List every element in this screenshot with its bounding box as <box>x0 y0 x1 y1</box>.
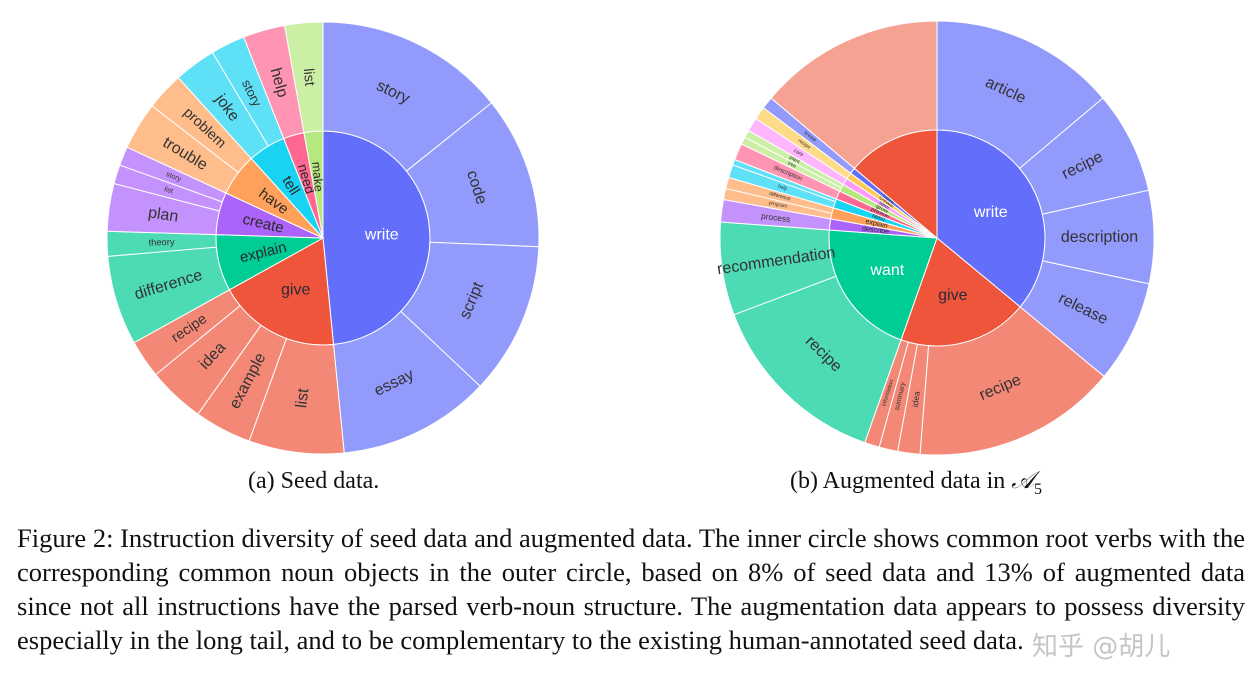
outer-label-explain-theory: theory <box>149 237 176 248</box>
outer-label-create-list: list <box>163 185 174 195</box>
watermark: 知乎 @胡儿 <box>1032 632 1171 662</box>
inner-label-give: give <box>938 287 967 304</box>
outer-segment-write-article <box>936 20 1104 170</box>
outer-label-create-plan: plan <box>147 204 179 225</box>
inner-label-make: make <box>309 161 326 192</box>
augmented-data-sunburst: writearticlerecipedescriptionreleasegive… <box>716 20 1155 456</box>
outer-segment-make-list <box>283 21 324 134</box>
outer-segment-give-recipe <box>919 306 1105 456</box>
seed-data-sunburst: writestorycodescriptessaygivelistexample… <box>106 21 540 455</box>
subcaption-b: (b) Augmented data in 𝒜5 <box>790 468 1042 499</box>
outer-label-explain-program: program <box>768 200 787 210</box>
outer-label-describe-process: process <box>761 211 791 225</box>
outer-label-need-help: help <box>777 184 788 193</box>
inner-label-give: give <box>281 282 310 299</box>
figure-2-sunburst-charts: writestorycodescriptessaygivelistexample… <box>106 20 1155 456</box>
inner-label-describe: describe <box>862 225 890 236</box>
inner-label-write: write <box>364 227 399 244</box>
subcaption-b-math: 𝒜 <box>1011 468 1034 494</box>
outer-label-grow-plant: plant <box>788 155 801 166</box>
outer-segment-want-recipe <box>733 275 902 444</box>
inner-label-write: write <box>973 204 1008 221</box>
figure-caption: Figure 2: Instruction diversity of seed … <box>17 523 1245 655</box>
inner-label-need: need <box>871 213 886 223</box>
inner-label-grow: grow <box>875 204 890 216</box>
outer-label-give-idea: idea <box>910 390 922 407</box>
outer-label-grow-tree: tree <box>787 160 798 169</box>
outer-label-take-care: care <box>793 148 805 158</box>
outer-label-write-description: description <box>1061 229 1138 246</box>
subcaption-a: (a) Seed data. <box>248 468 380 494</box>
outer-label-give-list: list <box>293 387 312 409</box>
outer-label-explain-difference: difference <box>768 191 791 202</box>
subcaption-b-text: (b) Augmented data in <box>790 468 1012 494</box>
outer-segment-unlabeled-other <box>770 20 938 170</box>
inner-label-take: take <box>878 200 891 211</box>
subcaption-b-subscript: 5 <box>1034 480 1042 498</box>
outer-label-make-list: list <box>300 68 317 87</box>
inner-label-want: want <box>869 262 904 279</box>
